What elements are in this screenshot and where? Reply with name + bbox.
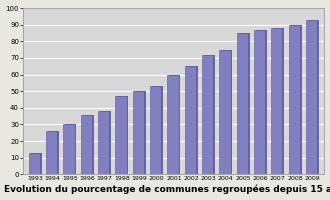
- Bar: [237, 33, 248, 174]
- Bar: [65, 124, 77, 174]
- Bar: [202, 55, 213, 174]
- Bar: [150, 86, 161, 174]
- Bar: [271, 28, 282, 174]
- Bar: [100, 111, 111, 174]
- Bar: [204, 55, 215, 174]
- Bar: [306, 20, 317, 174]
- Bar: [169, 75, 180, 174]
- Bar: [115, 96, 127, 174]
- Bar: [167, 75, 179, 174]
- Bar: [185, 66, 196, 174]
- Bar: [221, 50, 232, 174]
- Bar: [48, 131, 59, 174]
- Bar: [31, 153, 42, 174]
- Bar: [82, 115, 94, 174]
- Bar: [63, 124, 75, 174]
- Bar: [152, 86, 163, 174]
- Bar: [290, 25, 302, 174]
- Bar: [238, 33, 249, 174]
- Bar: [219, 50, 231, 174]
- Bar: [254, 30, 265, 174]
- Bar: [133, 91, 144, 174]
- Bar: [117, 96, 128, 174]
- Bar: [186, 66, 198, 174]
- Bar: [288, 25, 300, 174]
- Bar: [308, 20, 319, 174]
- Bar: [273, 28, 284, 174]
- Bar: [134, 91, 146, 174]
- Bar: [98, 111, 109, 174]
- Bar: [29, 153, 40, 174]
- Bar: [81, 115, 92, 174]
- Bar: [46, 131, 57, 174]
- Bar: [256, 30, 267, 174]
- X-axis label: Evolution du pourcentage de communes regroupées depuis 15 ans: Evolution du pourcentage de communes reg…: [4, 185, 330, 194]
